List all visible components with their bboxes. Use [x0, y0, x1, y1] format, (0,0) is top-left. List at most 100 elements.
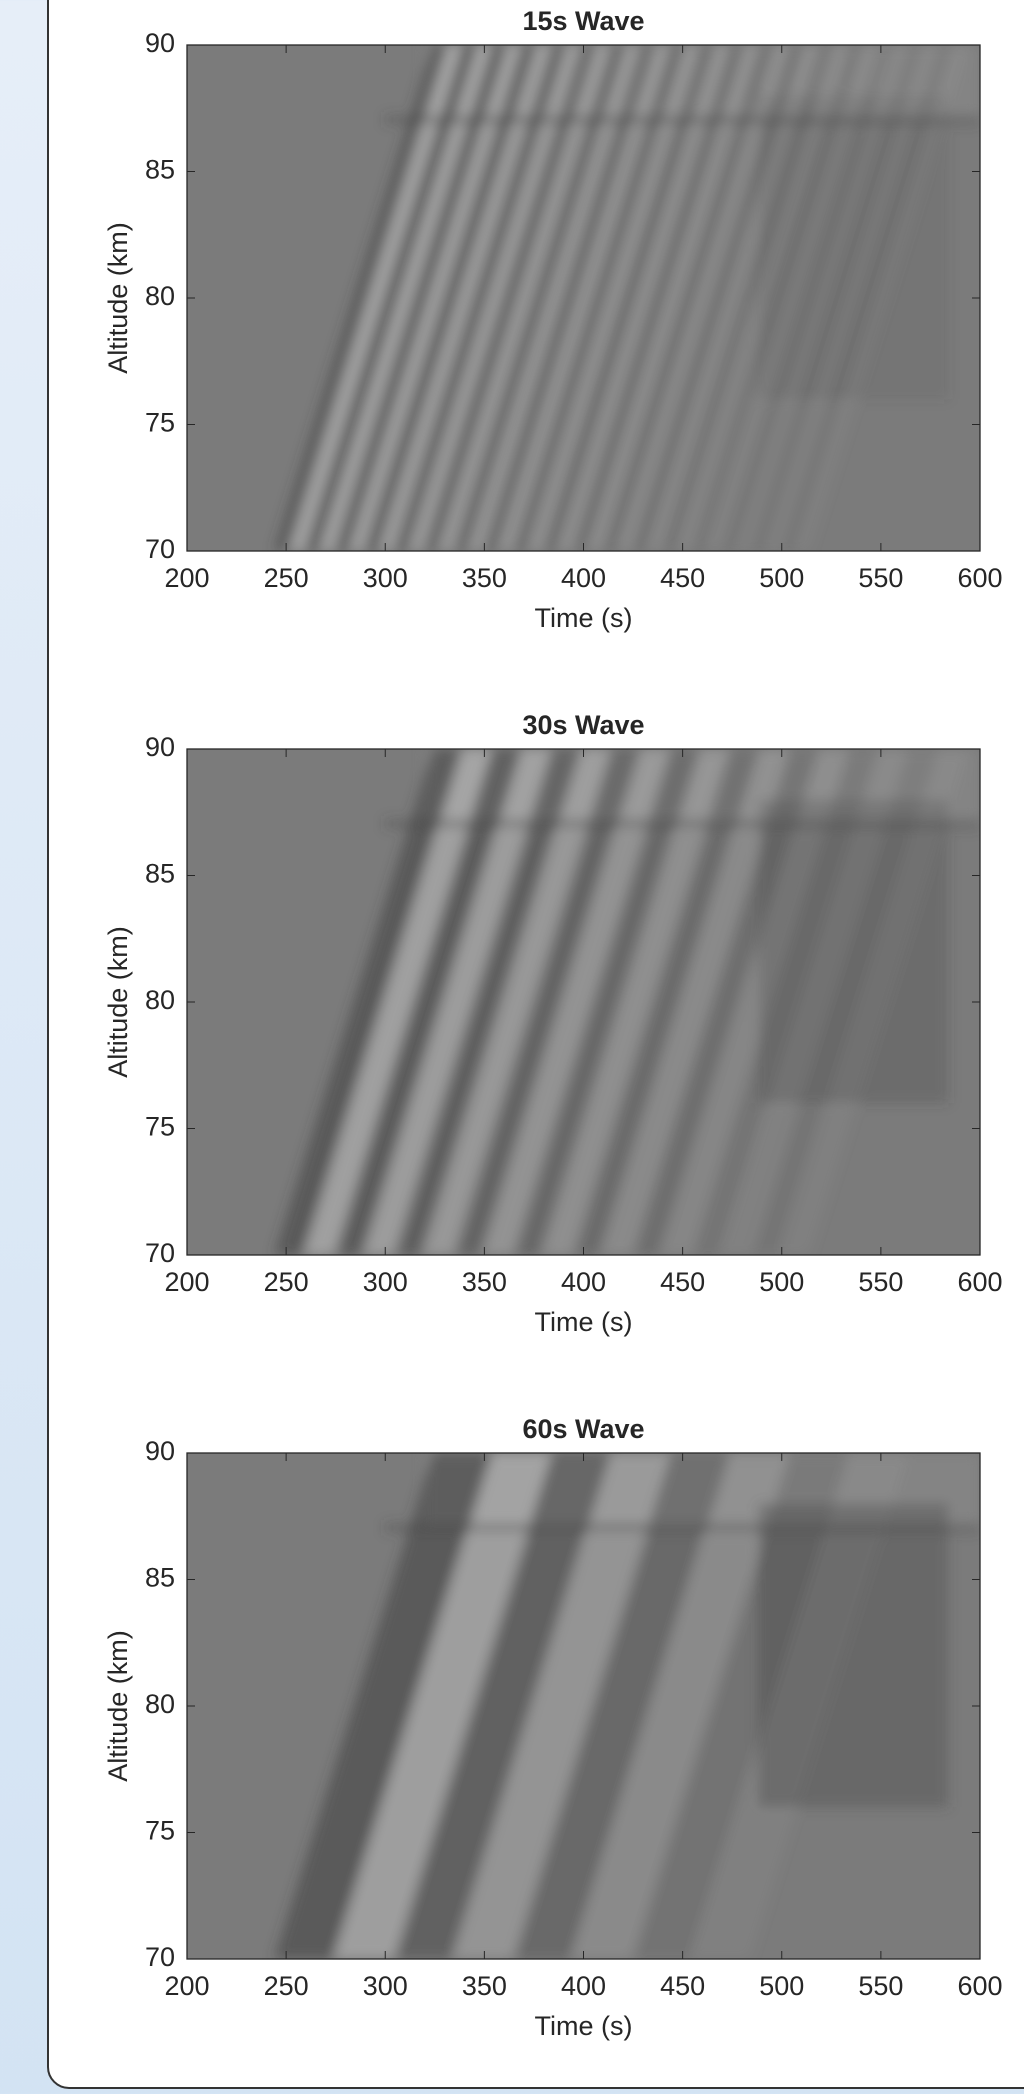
field: [187, 45, 980, 551]
y-tick-label: 75: [145, 1112, 175, 1142]
wave-stripe: [526, 45, 701, 551]
wave-stripe: [467, 45, 641, 551]
wave-stripe: [303, 45, 478, 551]
x-tick-label: 400: [561, 563, 606, 593]
x-tick-label: 600: [957, 1267, 1002, 1297]
wave-stripe: [393, 45, 567, 551]
wave-stripe: [616, 45, 790, 551]
x-tick-label: 300: [363, 1267, 408, 1297]
wave-stripe: [586, 45, 760, 551]
x-tick-label: 350: [462, 1971, 507, 2001]
dark-region: [757, 95, 949, 400]
wave-stripe: [482, 749, 671, 1255]
x-tick-label: 250: [264, 1971, 309, 2001]
x-tick-label: 250: [264, 1267, 309, 1297]
wave-stripe: [482, 45, 656, 551]
plot: 200 250 300 350 400 450 500 550 600 70 75 80 85 90 60s…: [103, 1414, 1002, 2041]
wave-stripe: [289, 45, 463, 551]
field: [187, 1453, 980, 1959]
x-tick-label: 350: [462, 563, 507, 593]
wave-stripe: [378, 45, 552, 551]
wave-stripe: [571, 1453, 790, 1959]
y-axis-label: Altitude (km): [103, 926, 133, 1078]
wave-stripe: [541, 749, 731, 1255]
y-tick-label: 90: [145, 732, 175, 762]
y-tick-label: 70: [145, 534, 175, 564]
wave-stripe: [333, 1453, 552, 1959]
x-tick-label: 400: [561, 1267, 606, 1297]
y-tick-label: 80: [145, 281, 175, 311]
chart-title: 60s Wave: [522, 1414, 644, 1444]
y-axis-label: Altitude (km): [103, 222, 133, 374]
wave-stripe: [512, 1453, 731, 1959]
wave-stripe: [363, 45, 537, 551]
wave-stripe: [363, 749, 552, 1255]
wave-stripe: [318, 45, 493, 551]
x-tick-label: 600: [957, 1971, 1002, 2001]
x-tick-label: 350: [462, 1267, 507, 1297]
wave-stripe: [274, 45, 448, 551]
y-tick-label: 85: [145, 155, 175, 185]
layer-edge: [385, 115, 980, 124]
wave-stripe: [437, 45, 612, 551]
dark-region: [757, 799, 949, 1104]
dark-region: [757, 1503, 949, 1808]
wave-stripe: [452, 1453, 671, 1959]
field-shading: [274, 749, 980, 1255]
y-tick-label: 85: [145, 1563, 175, 1593]
layer-edge: [385, 1523, 980, 1532]
x-axis-label: Time (s): [535, 1307, 633, 1337]
y-tick-label: 70: [145, 1942, 175, 1972]
x-tick-label: 450: [660, 1267, 705, 1297]
x-tick-label: 450: [660, 1971, 705, 2001]
y-tick-label: 75: [145, 1816, 175, 1846]
wave-stripe: [333, 749, 523, 1255]
wave-stripe: [274, 749, 463, 1255]
x-tick-label: 300: [363, 1971, 408, 2001]
x-tick-label: 600: [957, 563, 1002, 593]
wave-stripe: [422, 749, 612, 1255]
chart-title: 15s Wave: [522, 6, 644, 36]
field-shading: [274, 45, 980, 551]
x-axis-label: Time (s): [535, 2011, 633, 2041]
y-tick-label: 80: [145, 1689, 175, 1719]
y-tick-label: 90: [145, 28, 175, 58]
wave-stripe: [393, 749, 582, 1255]
y-axis-label: Altitude (km): [103, 1630, 133, 1782]
x-tick-label: 550: [858, 563, 903, 593]
wave-stripe: [452, 45, 627, 551]
wave-stripe: [541, 45, 716, 551]
wave-stripe: [333, 45, 508, 551]
wave-stripe: [601, 45, 775, 551]
chart-title: 30s Wave: [522, 710, 644, 740]
plot: 200 250 300 350 400 450 500 550 600 70 75 80 85 90 15s…: [103, 6, 1002, 633]
field: [187, 749, 980, 1255]
wave-stripe: [348, 45, 523, 551]
wave-stripe: [408, 45, 582, 551]
x-tick-label: 450: [660, 563, 705, 593]
wave-stripe: [497, 45, 671, 551]
wave-stripe: [422, 45, 597, 551]
x-tick-label: 250: [264, 563, 309, 593]
wave-stripe: [512, 45, 686, 551]
y-tick-label: 85: [145, 859, 175, 889]
y-tick-label: 90: [145, 1436, 175, 1466]
wave-stripe: [512, 749, 701, 1255]
wave-stripe: [571, 749, 760, 1255]
wave-stripe: [393, 1453, 612, 1959]
y-tick-label: 70: [145, 1238, 175, 1268]
x-tick-label: 200: [164, 1267, 209, 1297]
wave-stripe: [274, 1453, 493, 1959]
x-tick-label: 500: [759, 1971, 804, 2001]
x-tick-label: 500: [759, 563, 804, 593]
x-tick-label: 200: [164, 563, 209, 593]
x-tick-label: 300: [363, 563, 408, 593]
x-tick-label: 400: [561, 1971, 606, 2001]
x-tick-label: 550: [858, 1971, 903, 2001]
x-tick-label: 500: [759, 1267, 804, 1297]
wave-stripe: [452, 749, 641, 1255]
layer-edge: [385, 819, 980, 828]
wave-stripe: [571, 45, 746, 551]
